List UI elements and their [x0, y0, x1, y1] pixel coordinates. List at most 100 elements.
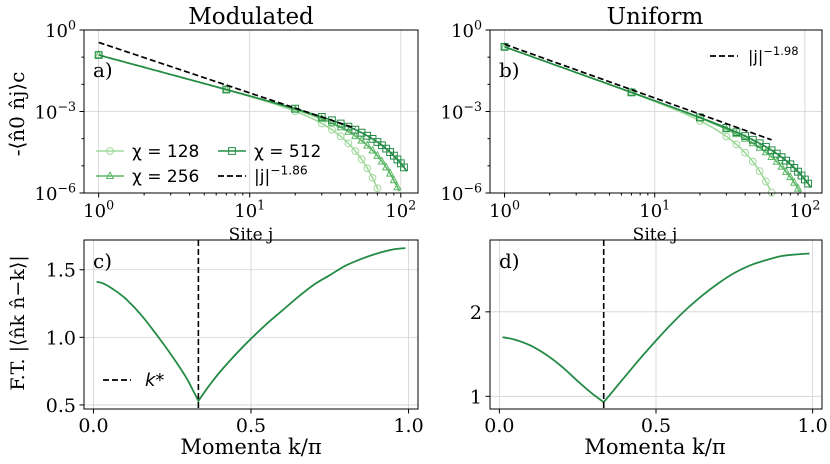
series-point-1	[755, 167, 764, 176]
panel-label: a)	[93, 58, 113, 82]
x-tick-label: 102	[789, 197, 820, 222]
fit-line	[504, 43, 772, 141]
series-point-3	[382, 144, 391, 153]
series-point-3	[386, 148, 395, 156]
legend-b: |j|−1.98	[710, 44, 799, 66]
x-tick-label: 100	[489, 197, 520, 222]
x-tick-label: 101	[234, 197, 265, 222]
series-point-3	[794, 167, 802, 176]
legend-chi256-marker	[105, 171, 115, 180]
series-point-3	[368, 134, 377, 143]
series-point-3	[400, 163, 408, 172]
series-point-3	[357, 128, 366, 137]
series-point-2	[389, 175, 399, 184]
series-point-3	[782, 156, 791, 165]
series-point-2	[393, 182, 402, 191]
y-tick-label: 0.5	[46, 395, 76, 417]
series-point-1	[344, 139, 353, 148]
series-point-1	[741, 148, 750, 157]
panel-label: c)	[93, 249, 112, 273]
series-point-3	[378, 141, 386, 150]
series-point-2	[368, 145, 377, 154]
panel-label: d)	[499, 249, 520, 273]
series-point-3	[317, 112, 326, 121]
series-point-2	[381, 162, 391, 171]
legend-c: k*	[103, 370, 164, 391]
series-point-2	[357, 135, 366, 144]
series-point-2	[377, 156, 387, 165]
y-tick-label: 10−3	[441, 99, 482, 124]
series-point-1	[368, 173, 377, 182]
y-tick-label: 1.0	[46, 327, 76, 349]
series-point-3	[800, 175, 809, 184]
series-point-2	[793, 183, 803, 192]
legend-fit-label: |j|−1.86	[254, 163, 308, 187]
series-point-3	[755, 139, 764, 148]
ft-curve	[502, 252, 810, 404]
y-tick-label: 2	[470, 302, 482, 324]
panel-label: b)	[499, 58, 520, 82]
title-uniform: Uniform	[607, 4, 704, 30]
series-point-2	[740, 133, 750, 142]
y-tick-label: 10−6	[35, 180, 76, 205]
series-point-1	[762, 177, 770, 186]
legend-fit-label: |j|−1.98	[748, 44, 799, 66]
series-point-3	[786, 160, 795, 169]
series-line-1	[504, 46, 772, 191]
x-tick-label: 100	[83, 197, 114, 222]
series-point-3	[393, 155, 402, 164]
legend-chi128-marker	[106, 147, 114, 155]
ylabel-bottom: F.T. |⟨n̂k n̂−k⟩|	[7, 255, 29, 390]
series-point-2	[344, 126, 353, 135]
series-point-2	[500, 41, 509, 50]
y-tick-label: 1	[470, 386, 482, 408]
series-point-3	[797, 171, 806, 180]
ft-curve	[96, 247, 406, 403]
series-point-3	[389, 151, 398, 160]
series-point-3	[363, 131, 372, 140]
series-point-3	[336, 119, 345, 128]
series-point-1	[328, 125, 336, 134]
y-tick-label: 1.5	[46, 260, 76, 282]
series-point-2	[790, 177, 799, 186]
series-point-2	[351, 131, 360, 140]
series-point-3	[94, 51, 103, 59]
series-point-1	[732, 140, 741, 149]
ylabel-top: -⟨n̂0 n̂j⟩c	[5, 72, 29, 157]
series-point-3	[627, 88, 636, 97]
xlabel-c: Momenta k/π	[180, 435, 321, 459]
series-point-3	[772, 149, 781, 158]
series-point-2	[94, 50, 103, 59]
series-point-2	[786, 172, 795, 181]
panel-b: 100 101 102 10−6 10−3 100 b) |j|−1.98	[441, 17, 823, 222]
series-line-3	[504, 46, 812, 189]
series-point-1	[357, 155, 366, 164]
series-line-3	[98, 54, 408, 172]
x-tick-label: 0.0	[484, 415, 514, 437]
series-point-3	[741, 132, 750, 140]
series-point-3	[373, 138, 382, 146]
panel-d: 0.0 0.5 1.0 1 2 d)	[470, 239, 828, 437]
series-point-1	[351, 147, 360, 155]
series-point-3	[777, 153, 786, 162]
series-point-2	[385, 168, 395, 177]
series-point-3	[804, 179, 812, 188]
x-tick-label: 0.0	[78, 415, 108, 437]
y-tick-label: 10−6	[441, 180, 482, 205]
x-tick-label: 102	[385, 197, 416, 222]
series-point-3	[291, 104, 300, 113]
series-point-1	[748, 157, 757, 166]
x-tick-label: 0.5	[236, 415, 266, 437]
series-point-3	[396, 159, 405, 168]
legend-chi128-label: χ = 128	[132, 142, 199, 162]
xlabel-d: Momenta k/π	[584, 435, 725, 459]
series-point-2	[761, 147, 771, 156]
x-tick-label: 1.0	[797, 415, 827, 437]
panel-c: 0.0 0.5 1.00.51.01.5 c)k*	[46, 239, 424, 437]
series-point-3	[762, 142, 770, 151]
y-tick-label: 100	[451, 17, 482, 42]
series-point-2	[777, 161, 786, 170]
series-point-3	[732, 128, 741, 137]
